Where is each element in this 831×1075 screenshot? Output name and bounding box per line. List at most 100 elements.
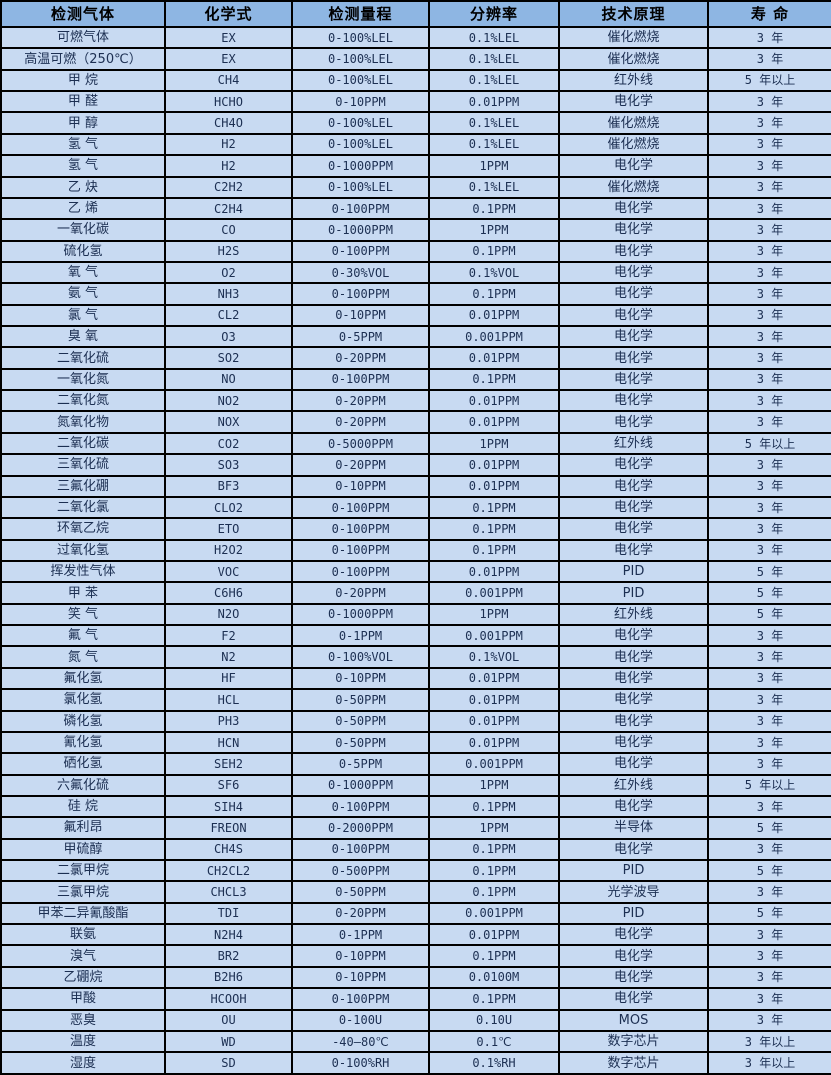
detection-range-cell: 0-1000PPM [291, 154, 430, 178]
detection-range-cell: 0-100PPM [291, 196, 430, 221]
lifespan-cell: 3 年 [707, 794, 831, 819]
table-row: 二氯甲烷 CH2CL2 0-500PPM 0.1PPM PID 5 年 [0, 858, 831, 883]
detection-range-cell: 0-100PPM [291, 239, 430, 263]
resolution-cell: 0.01PPM [428, 666, 560, 691]
lifespan-cell: 3 年 [707, 624, 831, 648]
lifespan-cell: 5 年以上 [707, 431, 831, 456]
detection-range-cell: 0-20PPM [291, 346, 430, 370]
detection-range-cell: 0-100%LEL [291, 25, 430, 50]
gas-name-cell: 硅 烷 [0, 794, 166, 819]
gas-name-cell: 一氧化碳 [0, 218, 166, 242]
gas-name-cell: 二氧化硫 [0, 346, 166, 370]
table-row: 硫化氢 H2S 0-100PPM 0.1PPM 电化学 3 年 [0, 239, 831, 263]
chemical-formula-cell: O3 [164, 325, 293, 349]
table-row: 硅 烷 SIH4 0-100PPM 0.1PPM 电化学 3 年 [0, 794, 831, 819]
table-row: 高温可燃（250℃） EX 0-100%LEL 0.1%LEL 催化燃烧 3 年 [0, 47, 831, 71]
lifespan-cell: 3 年 [707, 282, 831, 306]
detection-range-cell: 0-10PPM [291, 944, 430, 968]
chemical-formula-cell: CH4O [164, 111, 293, 135]
header-row: 检测气体 化学式 检测量程 分辨率 技术原理 寿 命 [0, 0, 831, 28]
technology-principle-cell: 电化学 [558, 90, 709, 114]
detection-range-cell: 0-100PPM [291, 794, 430, 819]
chemical-formula-cell: H2O2 [164, 538, 293, 563]
detection-range-cell: 0-100%VOL [291, 645, 430, 669]
gas-name-cell: 甲 苯 [0, 581, 166, 605]
technology-principle-cell: 电化学 [558, 154, 709, 178]
gas-name-cell: 磷化氢 [0, 709, 166, 733]
resolution-cell: 1PPM [428, 773, 560, 797]
table-row: 挥发性气体 VOC 0-100PPM 0.01PPM PID 5 年 [0, 559, 831, 584]
lifespan-cell: 3 年 [707, 260, 831, 285]
detection-range-cell: 0-100%LEL [291, 68, 430, 93]
table-row: 甲 烷 CH4 0-100%LEL 0.1%LEL 红外线 5 年以上 [0, 68, 831, 93]
resolution-cell: 1PPM [428, 816, 560, 840]
table-row: 磷化氢 PH3 0-50PPM 0.01PPM 电化学 3 年 [0, 709, 831, 733]
technology-principle-cell: 光学波导 [558, 880, 709, 904]
chemical-formula-cell: SO2 [164, 346, 293, 370]
resolution-cell: 0.01PPM [428, 559, 560, 584]
technology-principle-cell: 电化学 [558, 730, 709, 755]
gas-name-cell: 氧 气 [0, 260, 166, 285]
resolution-cell: 0.01PPM [428, 709, 560, 733]
technology-principle-cell: 催化燃烧 [558, 111, 709, 135]
lifespan-cell: 3 年 [707, 90, 831, 114]
chemical-formula-cell: SD [164, 1051, 293, 1075]
resolution-cell: 0.1PPM [428, 282, 560, 306]
lifespan-cell: 3 年 [707, 196, 831, 221]
gas-name-cell: 氢 气 [0, 132, 166, 157]
table-row: 一氧化氮 NO 0-100PPM 0.1PPM 电化学 3 年 [0, 367, 831, 392]
detection-range-cell: 0-50PPM [291, 880, 430, 904]
lifespan-cell: 3 年 [707, 495, 831, 520]
lifespan-cell: 5 年以上 [707, 68, 831, 93]
resolution-cell: 0.1PPM [428, 837, 560, 862]
lifespan-cell: 3 年以上 [707, 1051, 831, 1075]
detection-range-cell: 0-20PPM [291, 901, 430, 926]
gas-name-cell: 三氟化硼 [0, 474, 166, 498]
technology-principle-cell: 催化燃烧 [558, 132, 709, 157]
col-header-lifespan: 寿 命 [707, 0, 831, 28]
chemical-formula-cell: WD [164, 1029, 293, 1054]
chemical-formula-cell: VOC [164, 559, 293, 584]
resolution-cell: 0.001PPM [428, 624, 560, 648]
technology-principle-cell: 电化学 [558, 965, 709, 990]
resolution-cell: 0.1PPM [428, 517, 560, 541]
lifespan-cell: 3 年 [707, 474, 831, 498]
chemical-formula-cell: N2O [164, 602, 293, 627]
lifespan-cell: 3 年 [707, 25, 831, 50]
chemical-formula-cell: SEH2 [164, 752, 293, 776]
technology-principle-cell: 电化学 [558, 709, 709, 733]
lifespan-cell: 3 年 [707, 132, 831, 157]
chemical-formula-cell: PH3 [164, 709, 293, 733]
col-header-technology-principle: 技术原理 [558, 0, 709, 28]
chemical-formula-cell: NO2 [164, 389, 293, 413]
table-row: 氟化氢 HF 0-10PPM 0.01PPM 电化学 3 年 [0, 666, 831, 691]
chemical-formula-cell: BR2 [164, 944, 293, 968]
table-row: 二氧化硫 SO2 0-20PPM 0.01PPM 电化学 3 年 [0, 346, 831, 370]
lifespan-cell: 3 年 [707, 752, 831, 776]
gas-name-cell: 笑 气 [0, 602, 166, 627]
technology-principle-cell: 催化燃烧 [558, 47, 709, 71]
resolution-cell: 0.01PPM [428, 453, 560, 477]
resolution-cell: 0.001PPM [428, 325, 560, 349]
chemical-formula-cell: HF [164, 666, 293, 691]
gas-name-cell: 二氧化氯 [0, 495, 166, 520]
gas-name-cell: 湿度 [0, 1051, 166, 1075]
lifespan-cell: 3 年 [707, 367, 831, 392]
resolution-cell: 0.1PPM [428, 538, 560, 563]
technology-principle-cell: 电化学 [558, 453, 709, 477]
lifespan-cell: 5 年 [707, 559, 831, 584]
gas-name-cell: 甲 醛 [0, 90, 166, 114]
technology-principle-cell: PID [558, 581, 709, 605]
chemical-formula-cell: H2S [164, 239, 293, 263]
chemical-formula-cell: NO [164, 367, 293, 392]
detection-range-cell: 0-20PPM [291, 581, 430, 605]
technology-principle-cell: PID [558, 559, 709, 584]
table-row: 氯 气 CL2 0-10PPM 0.01PPM 电化学 3 年 [0, 303, 831, 328]
col-header-detection-range: 检测量程 [291, 0, 430, 28]
chemical-formula-cell: EX [164, 47, 293, 71]
detection-range-cell: 0-50PPM [291, 688, 430, 712]
table-row: 乙 炔 C2H2 0-100%LEL 0.1%LEL 催化燃烧 3 年 [0, 175, 831, 199]
technology-principle-cell: 电化学 [558, 474, 709, 498]
gas-name-cell: 氨 气 [0, 282, 166, 306]
table-row: 氯化氢 HCL 0-50PPM 0.01PPM 电化学 3 年 [0, 688, 831, 712]
